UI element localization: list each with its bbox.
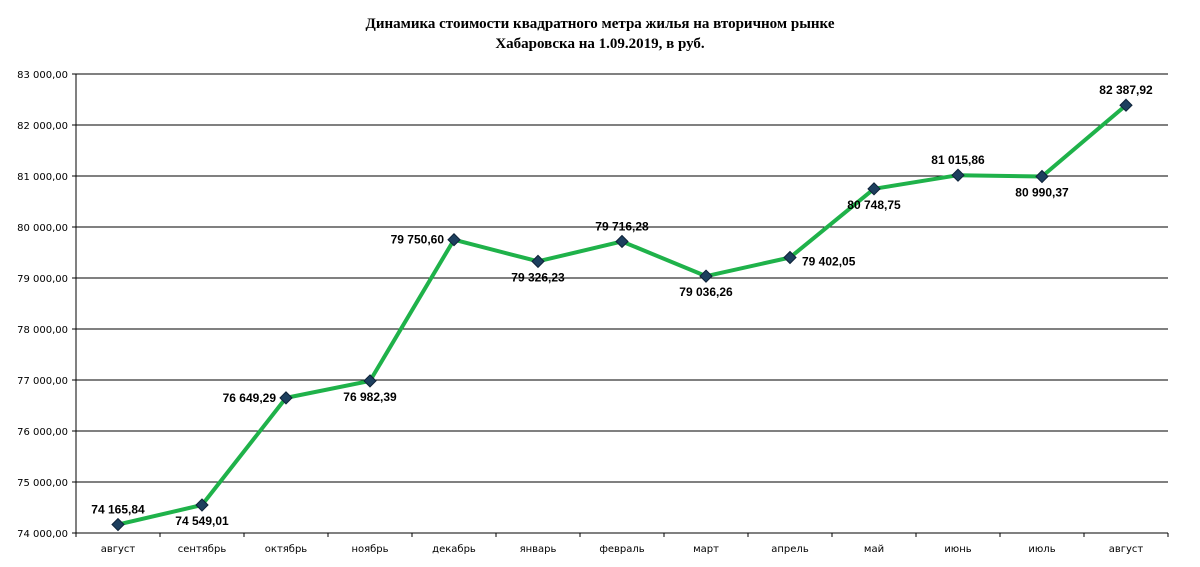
y-tick-label: 74 000,00 bbox=[17, 529, 68, 540]
series bbox=[111, 98, 1133, 532]
gridlines bbox=[76, 73, 1168, 534]
x-tick-label: март bbox=[693, 544, 719, 555]
y-axis-ticks: 74 000,00 75 000,00 76 000,00 77 000,00 78 0… bbox=[17, 70, 76, 540]
x-tick-label: январь bbox=[520, 544, 557, 555]
y-tick-label: 81 000,00 bbox=[17, 172, 68, 183]
data-point bbox=[111, 517, 125, 532]
data-point bbox=[1035, 169, 1049, 184]
y-tick-label: 83 000,00 bbox=[17, 70, 68, 81]
y-tick-label: 76 000,00 bbox=[17, 427, 68, 438]
data-label: 81 015,86 bbox=[931, 153, 985, 167]
y-tick-label: 82 000,00 bbox=[17, 121, 68, 132]
data-label: 74 549,01 bbox=[175, 514, 229, 528]
data-label: 82 387,92 bbox=[1099, 83, 1153, 97]
data-point bbox=[951, 168, 965, 182]
data-point bbox=[531, 254, 545, 269]
axes bbox=[75, 74, 1168, 534]
data-point bbox=[195, 498, 209, 512]
data-label: 76 649,29 bbox=[223, 391, 277, 405]
y-tick-label: 77 000,00 bbox=[17, 376, 68, 387]
data-point bbox=[279, 391, 293, 405]
x-tick-label: ноябрь bbox=[351, 544, 388, 555]
data-label: 76 982,39 bbox=[343, 390, 397, 404]
data-labels: 74 165,84 74 549,01 76 649,29 76 982,39 79 7… bbox=[91, 83, 1153, 528]
data-point bbox=[615, 234, 629, 249]
x-tick-label: май bbox=[864, 544, 884, 555]
y-tick-label: 80 000,00 bbox=[17, 223, 68, 234]
chart-title-line2: Хабаровска на 1.09.2019, в руб. bbox=[495, 36, 705, 52]
data-point bbox=[363, 374, 377, 388]
y-tick-label: 78 000,00 bbox=[17, 325, 68, 336]
x-tick-label: август bbox=[101, 544, 136, 555]
x-tick-label: июнь bbox=[944, 544, 971, 555]
data-label: 79 402,05 bbox=[802, 254, 856, 268]
x-tick-label: июль bbox=[1028, 544, 1055, 555]
y-tick-label: 79 000,00 bbox=[17, 274, 68, 285]
y-tick-label: 75 000,00 bbox=[17, 478, 68, 489]
data-label: 79 750,60 bbox=[391, 233, 445, 247]
data-label: 79 716,28 bbox=[595, 219, 649, 233]
x-tick-label: август bbox=[1109, 544, 1144, 555]
x-tick-label: декабрь bbox=[432, 544, 476, 555]
series-line bbox=[116, 103, 1128, 527]
data-point bbox=[1119, 98, 1133, 112]
x-tick-label: октябрь bbox=[265, 544, 308, 555]
data-label: 74 165,84 bbox=[91, 503, 145, 517]
x-tick-label: апрель bbox=[771, 544, 809, 555]
chart-title-line1: Динамика стоимости квадратного метра жил… bbox=[365, 16, 835, 32]
data-point bbox=[783, 250, 797, 265]
data-label: 79 326,23 bbox=[511, 270, 565, 284]
data-label: 80 990,37 bbox=[1015, 185, 1069, 199]
chart-title: Динамика стоимости квадратного метра жил… bbox=[0, 14, 1200, 54]
x-tick-label: сентябрь bbox=[178, 544, 227, 555]
x-tick-label: февраль bbox=[599, 544, 644, 555]
data-label: 80 748,75 bbox=[847, 198, 901, 212]
data-label: 79 036,26 bbox=[679, 285, 733, 299]
x-axis-ticks: август сентябрь октябрь ноябрь декабрь январь… bbox=[75, 533, 1169, 555]
data-point bbox=[447, 233, 461, 247]
data-point bbox=[699, 269, 713, 283]
data-point bbox=[867, 182, 881, 196]
